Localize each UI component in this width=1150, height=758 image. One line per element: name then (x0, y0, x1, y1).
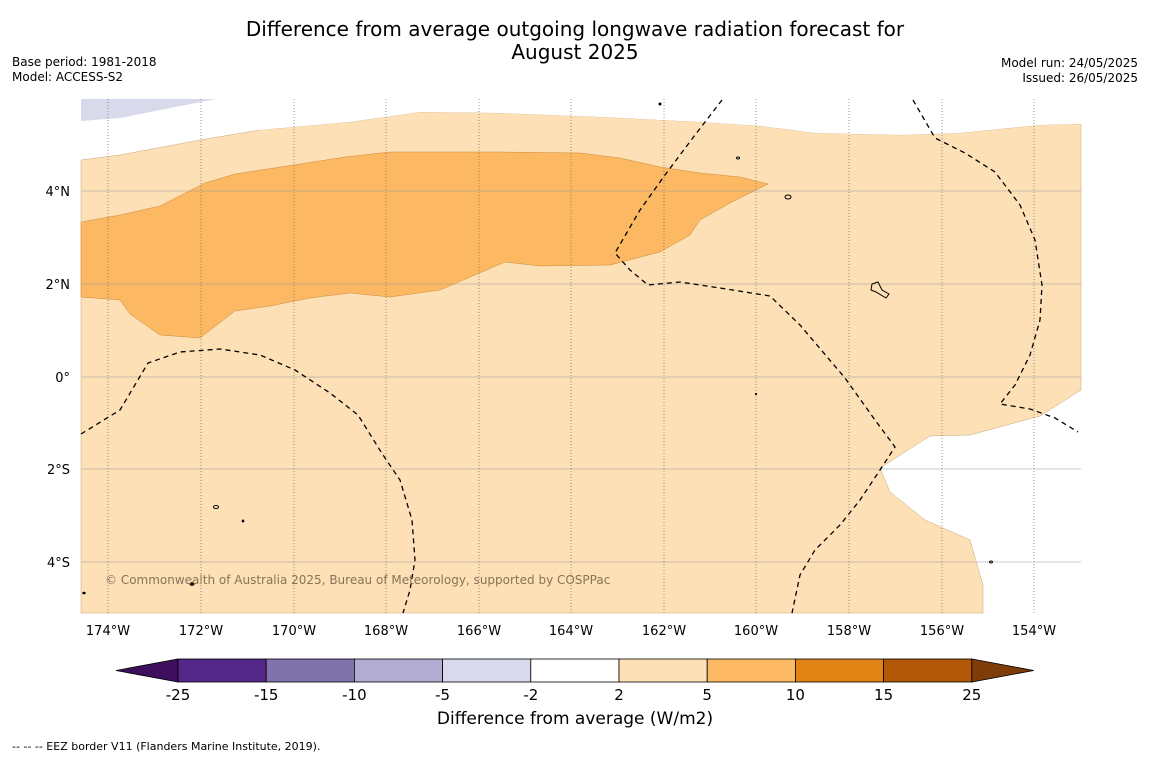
colorbar-segment (795, 658, 885, 683)
islands (82, 102, 993, 595)
lon-label: 174°W (86, 624, 130, 639)
lat-label: 4°S (47, 556, 70, 571)
map-title: Difference from average outgoing longwav… (0, 18, 1150, 64)
eez-borders (80, 99, 1079, 614)
base-period: Base period: 1981-2018 (12, 55, 157, 69)
colorbar-segment (530, 658, 620, 683)
anomaly-region-white-top (81, 99, 1081, 135)
colorbar-extend-high (971, 658, 1034, 683)
lon-label: 154°W (1012, 624, 1056, 639)
latitude-labels: 4°N 2°N 0° 2°S 4°S (46, 185, 71, 571)
lon-label: 166°W (457, 624, 501, 639)
colorbar-segment (353, 658, 443, 683)
lon-label: 164°W (549, 624, 593, 639)
colorbar-tick-label: 10 (786, 686, 805, 704)
meta-right: Model run: 24/05/2025 Issued: 26/05/2025 (1001, 56, 1138, 86)
model-run: Model run: 24/05/2025 (1000, 56, 1138, 70)
eez-footnote: -- -- -- EEZ border V11 (Flanders Marine… (12, 740, 321, 753)
lat-label: 2°S (47, 463, 70, 478)
colorbar-segment (883, 658, 973, 683)
lat-label: 4°N (46, 185, 71, 200)
colorbar-tick-label: -15 (254, 686, 279, 704)
colorbar-segment (177, 658, 267, 683)
colorbar-ticks: -25 -15 -10 -5 -2 2 5 10 15 25 (166, 686, 982, 704)
colorbar-label: Difference from average (W/m2) (436, 709, 714, 729)
anomaly-region-neg-5-2 (81, 99, 216, 121)
colorbar-tick-label: 25 (962, 686, 981, 704)
colorbar-tick-label: -25 (166, 686, 191, 704)
colorbar-tick-label: -10 (342, 686, 367, 704)
lon-label: 158°W (827, 624, 871, 639)
colorbar-tick-label: 2 (614, 686, 624, 704)
title-line-1: Difference from average outgoing longwav… (245, 17, 905, 41)
meta-left: Base period: 1981-2018 Model: ACCESS-S2 (12, 55, 157, 85)
title-line-2: August 2025 (511, 40, 639, 64)
longitude-labels: 174°W 172°W 170°W 168°W 166°W 164°W 162°… (86, 624, 1056, 639)
lat-label: 2°N (46, 278, 71, 293)
copyright-text: © Commonwealth of Australia 2025, Bureau… (105, 573, 610, 587)
colorbar-tick-label: 15 (874, 686, 893, 704)
lon-label: 172°W (179, 624, 223, 639)
colorbar-segment (265, 658, 355, 683)
lon-label: 156°W (920, 624, 964, 639)
colorbar-tick-label: 5 (702, 686, 712, 704)
lat-label: 0° (55, 371, 70, 386)
anomaly-region-5-10 (80, 151, 769, 339)
graticule (81, 190, 1081, 563)
colorbar-tick-label: -2 (523, 686, 538, 704)
issued-date: Issued: 26/05/2025 (1022, 71, 1138, 85)
colorbar-tick-label: -5 (435, 686, 450, 704)
lon-label: 162°W (642, 624, 686, 639)
model-name: Model: ACCESS-S2 (12, 70, 124, 84)
colorbar-segment (442, 658, 532, 683)
lon-label: 160°W (734, 624, 778, 639)
colorbar-segment (618, 658, 708, 683)
lon-label: 168°W (364, 624, 408, 639)
colorbar-extend-low (115, 658, 179, 683)
colorbar (115, 658, 1034, 683)
lon-label: 170°W (272, 624, 316, 639)
colorbar-segment (706, 658, 796, 683)
